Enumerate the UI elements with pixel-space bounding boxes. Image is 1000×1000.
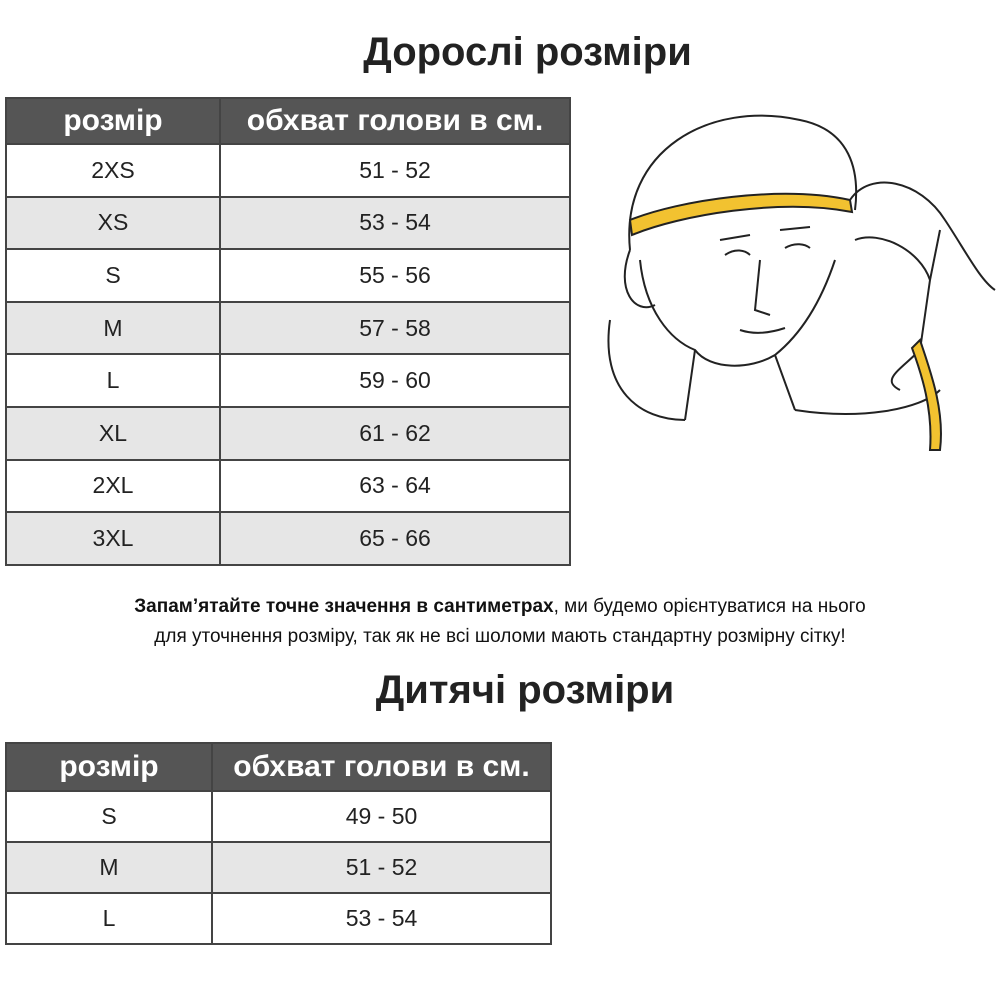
circumference-cell: 57 - 58 [219, 300, 571, 356]
header-circumference: обхват голови в см. [211, 742, 552, 792]
size-cell: M [5, 841, 213, 894]
size-cell: S [5, 790, 213, 843]
measurement-note: Запам’ятайте точне значення в сантиметра… [0, 592, 1000, 652]
head-measurement-illustration [607, 114, 996, 451]
circumference-cell: 51 - 52 [211, 841, 552, 894]
size-cell: 2XS [5, 143, 221, 198]
size-cell: L [5, 353, 221, 408]
table-row: 3XL 65 - 66 [5, 511, 571, 566]
size-cell: XS [5, 195, 221, 251]
adult-size-table: розмір обхват голови в см. 2XS 51 - 52 XS 53… [5, 97, 571, 566]
table-row: S 55 - 56 [5, 248, 571, 303]
table-row: L 59 - 60 [5, 353, 571, 408]
circumference-cell: 53 - 54 [211, 892, 552, 945]
circumference-cell: 65 - 66 [219, 511, 571, 566]
size-cell: S [5, 248, 221, 303]
size-cell: 3XL [5, 511, 221, 566]
table-row: L 53 - 54 [5, 892, 552, 945]
circumference-cell: 49 - 50 [211, 790, 552, 843]
table-row: M 57 - 58 [5, 300, 571, 356]
table-row: 2XS 51 - 52 [5, 143, 571, 198]
table-row: 2XL 63 - 64 [5, 458, 571, 514]
size-cell: L [5, 892, 213, 945]
note-rest: , ми будемо орієнтуватися на нього [553, 596, 866, 617]
table-row: XL 61 - 62 [5, 405, 571, 461]
adult-sizes-title: Дорослі розміри [363, 30, 692, 74]
circumference-cell: 63 - 64 [219, 458, 571, 514]
circumference-cell: 59 - 60 [219, 353, 571, 408]
circumference-cell: 55 - 56 [219, 248, 571, 303]
size-cell: 2XL [5, 458, 221, 514]
note-bold: Запам’ятайте точне значення в сантиметра… [134, 596, 554, 617]
note-line2: для уточнення розміру, так як не всі шол… [154, 626, 846, 647]
circumference-cell: 53 - 54 [219, 195, 571, 251]
header-size: розмір [5, 97, 221, 145]
kids-sizes-title: Дитячі розміри [375, 668, 675, 712]
size-cell: XL [5, 405, 221, 461]
kids-size-table: розмір обхват голови в см. S 49 - 50 M 51 - … [5, 742, 552, 945]
header-size: розмір [5, 742, 213, 792]
size-cell: M [5, 300, 221, 356]
circumference-cell: 61 - 62 [219, 405, 571, 461]
circumference-cell: 51 - 52 [219, 143, 571, 198]
header-circumference: обхват голови в см. [219, 97, 571, 145]
table-row: S 49 - 50 [5, 790, 552, 843]
table-row: XS 53 - 54 [5, 195, 571, 251]
table-row: M 51 - 52 [5, 841, 552, 894]
